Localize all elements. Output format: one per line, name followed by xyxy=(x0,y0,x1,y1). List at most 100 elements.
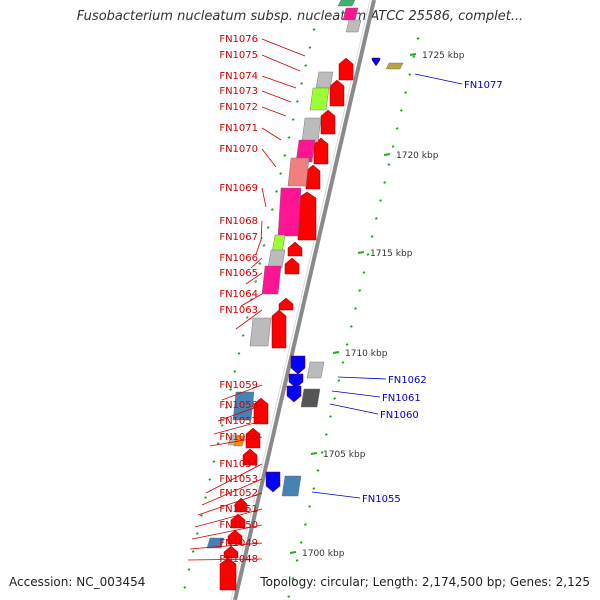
tick-mark-left xyxy=(266,226,270,229)
scale-tick xyxy=(357,251,365,254)
forward-gene-arrow xyxy=(297,191,317,241)
tick-mark-left xyxy=(220,424,224,427)
tick-mark-left xyxy=(279,172,283,175)
scale-label: 1715 kbp xyxy=(370,249,413,259)
gene-label-fn1056: FN1056 xyxy=(219,432,258,443)
forward-gene-arrow xyxy=(271,309,287,349)
reverse-gene-arrow xyxy=(286,385,302,403)
feature-block xyxy=(249,317,272,347)
feature-block xyxy=(267,249,286,269)
leader-line xyxy=(261,106,287,117)
leader-line xyxy=(240,293,263,307)
tick-mark-right xyxy=(349,325,353,328)
genome-backbone-layer xyxy=(230,0,376,600)
feature-block xyxy=(309,87,330,111)
leader-line xyxy=(221,384,263,401)
leader-line xyxy=(261,75,297,89)
gene-label-fn1059: FN1059 xyxy=(219,380,258,391)
tick-mark-right xyxy=(362,271,366,274)
leader-line xyxy=(255,236,263,255)
tick-mark-right xyxy=(354,307,357,310)
tick-mark-left xyxy=(241,334,245,337)
tick-mark-right xyxy=(395,127,399,130)
tick-mark-left xyxy=(195,532,199,535)
accession-text: Accession: NC_003454 xyxy=(9,575,146,589)
feature-block xyxy=(281,475,302,497)
tick-mark-right xyxy=(333,397,337,400)
tick-mark-left xyxy=(225,406,228,409)
tick-mark-right xyxy=(366,253,370,256)
leader-line xyxy=(311,491,361,499)
gene-label-fn1060: FN1060 xyxy=(380,410,419,421)
tick-mark-right xyxy=(391,145,395,148)
gene-label-fn1075: FN1075 xyxy=(219,50,258,61)
forward-gene-arrow xyxy=(305,164,321,190)
tick-mark-right xyxy=(404,91,407,94)
feature-block xyxy=(385,62,404,70)
scale-labels-layer: 1725 kbp 1720 kbp 1715 kbp 1710 kbp 1705 kbp… xyxy=(289,51,465,559)
leader-line xyxy=(191,524,263,540)
tick-mark-right xyxy=(312,487,316,490)
tick-mark-left xyxy=(200,514,203,517)
feature-block xyxy=(206,537,225,549)
leader-line xyxy=(337,376,387,380)
tick-mark-right xyxy=(287,595,291,598)
scale-tick xyxy=(289,551,297,554)
feature-block xyxy=(345,19,362,33)
forward-gene-arrow xyxy=(329,79,345,107)
leader-line xyxy=(414,73,463,85)
scale-label: 1710 kbp xyxy=(345,349,388,359)
gene-label-fn1067: FN1067 xyxy=(219,232,258,243)
tick-mark-right xyxy=(291,577,295,580)
tick-mark-left xyxy=(216,442,220,445)
leader-line xyxy=(235,309,263,330)
tick-mark-left xyxy=(212,460,216,463)
tick-mark-left xyxy=(237,352,241,355)
tick-mark-left xyxy=(312,28,316,31)
gene-label-fn1057: FN1057 xyxy=(219,416,258,427)
reverse-gene-arrow xyxy=(371,57,381,67)
leader-line xyxy=(197,492,263,516)
tick-mark-left xyxy=(245,316,249,319)
backbone-line xyxy=(233,0,376,600)
feature-block xyxy=(306,361,325,379)
leader-line xyxy=(245,272,263,285)
leader-line xyxy=(261,38,306,57)
backbone-highlight xyxy=(230,0,371,600)
tick-mark-left xyxy=(191,550,195,553)
gene-label-fn1050: FN1050 xyxy=(219,520,258,531)
tick-mark-left xyxy=(233,370,237,373)
tick-mark-left xyxy=(283,154,287,157)
leader-line xyxy=(205,463,263,494)
gene-label-fn1071: FN1071 xyxy=(219,123,258,134)
scale-tick xyxy=(332,351,340,354)
gene-label-fn1073: FN1073 xyxy=(219,86,258,97)
gene-label-fn1063: FN1063 xyxy=(219,305,258,316)
forward-gene-arrow xyxy=(320,109,336,135)
feature-block xyxy=(232,391,255,421)
tick-mark-left xyxy=(187,568,191,571)
forward-gene-arrow xyxy=(219,557,237,591)
gene-label-fn1064: FN1064 xyxy=(219,289,258,300)
tick-mark-left xyxy=(204,496,208,499)
scale-tick xyxy=(383,153,391,156)
tick-marks-layer xyxy=(183,28,420,598)
tick-mark-right xyxy=(295,559,299,562)
tick-mark-right xyxy=(320,451,324,454)
tick-mark-left xyxy=(287,136,291,139)
gene-label-fn1054: FN1054 xyxy=(219,459,258,470)
tick-mark-left xyxy=(304,64,308,67)
gene-label-fn1072: FN1072 xyxy=(219,102,258,113)
gene-label-fn1074: FN1074 xyxy=(219,71,258,82)
tick-mark-right xyxy=(341,361,345,364)
map-title: Fusobacterium nucleatum subsp. nucleatum… xyxy=(76,9,524,24)
scale-tick xyxy=(310,452,318,455)
feature-block xyxy=(277,187,302,237)
tick-mark-right xyxy=(345,343,349,346)
forward-gene-arrow xyxy=(242,448,258,466)
tick-mark-right xyxy=(412,55,416,58)
genome-summary-text: Topology: circular; Length: 2,174,500 bp… xyxy=(260,575,590,589)
tick-mark-left xyxy=(208,478,212,481)
tick-mark-right xyxy=(316,469,320,472)
